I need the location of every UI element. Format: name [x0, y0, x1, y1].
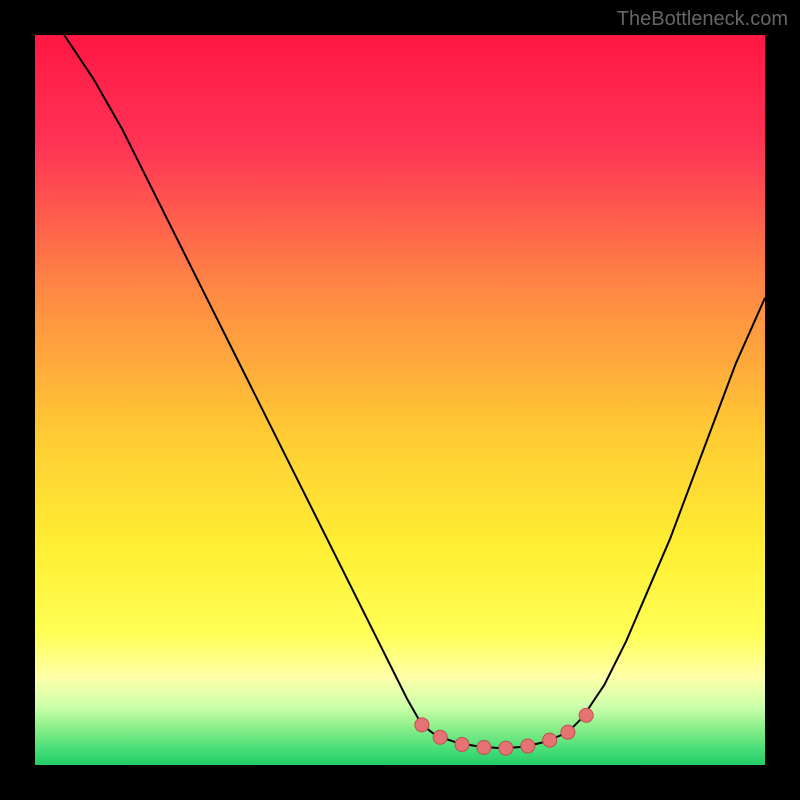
marker-point [579, 708, 593, 722]
marker-point [561, 725, 575, 739]
marker-point [521, 739, 535, 753]
marker-group [415, 708, 593, 755]
curve-layer [35, 35, 765, 765]
marker-point [499, 741, 513, 755]
chart-area [35, 35, 765, 765]
watermark-text: TheBottleneck.com [617, 8, 788, 31]
marker-point [543, 733, 557, 747]
marker-point [433, 730, 447, 744]
marker-point [455, 738, 469, 752]
bottleneck-curve [64, 35, 765, 748]
marker-point [477, 740, 491, 754]
marker-point [415, 718, 429, 732]
